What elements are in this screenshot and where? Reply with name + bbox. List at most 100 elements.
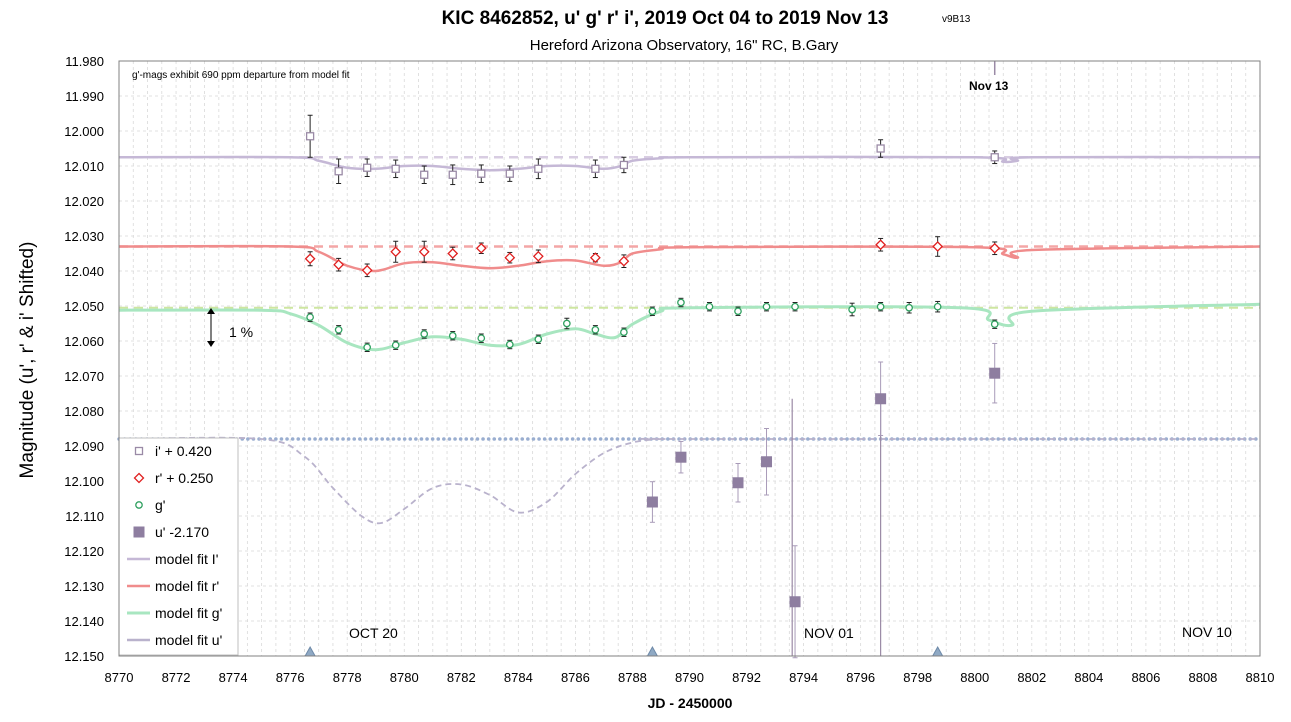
data-point bbox=[390, 246, 402, 258]
model-curve bbox=[118, 155, 1261, 172]
data-point bbox=[391, 341, 400, 350]
data-point bbox=[646, 496, 658, 508]
model-curves bbox=[118, 155, 1261, 525]
scale-bar-label: 1 % bbox=[229, 324, 253, 340]
data-point bbox=[591, 164, 600, 173]
data-point bbox=[990, 153, 999, 162]
data-point bbox=[562, 319, 571, 328]
data-point bbox=[619, 160, 629, 170]
y-axis-label: Magnitude (u', r' & i' Shifted) bbox=[17, 242, 38, 479]
data-point bbox=[534, 335, 543, 344]
nov13-label: Nov 13 bbox=[969, 79, 1009, 93]
legend-label: u' -2.170 bbox=[155, 524, 209, 540]
y-tick-label: 12.150 bbox=[64, 649, 104, 664]
y-tick-label: 12.070 bbox=[64, 369, 104, 384]
x-tick-label: 8800 bbox=[960, 670, 989, 685]
data-point bbox=[591, 325, 600, 334]
data-point bbox=[448, 170, 457, 179]
legend-label: model fit r' bbox=[155, 578, 219, 594]
x-tick-label: 8776 bbox=[276, 670, 305, 685]
legend-swatch bbox=[135, 501, 143, 509]
data-point bbox=[762, 302, 771, 311]
data-point bbox=[989, 242, 1001, 254]
data-point bbox=[675, 451, 687, 463]
legend-label: i' + 0.420 bbox=[155, 443, 212, 459]
data-point bbox=[304, 253, 316, 265]
data-point bbox=[306, 313, 314, 322]
data-point bbox=[618, 255, 630, 267]
data-point bbox=[420, 330, 429, 338]
triangle-marker bbox=[646, 645, 659, 657]
data-point bbox=[875, 393, 887, 405]
data-point bbox=[677, 298, 685, 307]
x-axis-label: JD - 2450000 bbox=[648, 695, 733, 711]
data-point bbox=[932, 241, 944, 252]
data-point bbox=[791, 302, 799, 311]
data-point bbox=[477, 334, 486, 343]
x-tick-label: 8792 bbox=[732, 670, 761, 685]
y-tick-label: 12.090 bbox=[64, 439, 104, 454]
data-point bbox=[334, 325, 343, 334]
data-point bbox=[391, 164, 400, 173]
chart-version: v9B13 bbox=[942, 14, 971, 25]
x-tick-label: 8774 bbox=[219, 670, 248, 685]
plot-area-border bbox=[118, 60, 1261, 657]
legend: i' + 0.420 r' + 0.250 g' u' -2.170 model fit… bbox=[118, 437, 239, 656]
data-point bbox=[420, 170, 429, 179]
data-point bbox=[990, 320, 999, 329]
data-point bbox=[475, 242, 487, 254]
y-tick-label: 12.010 bbox=[64, 159, 104, 174]
x-tick-label: 8798 bbox=[903, 670, 932, 685]
data-point bbox=[876, 144, 885, 153]
model-curve bbox=[118, 244, 1261, 273]
chart-subtitle: Hereford Arizona Observatory, 16" RC, B.… bbox=[530, 37, 839, 54]
y-tick-label: 12.040 bbox=[64, 264, 104, 279]
x-tick-label: 8778 bbox=[333, 670, 362, 685]
data-point bbox=[505, 340, 514, 349]
legend-swatch bbox=[133, 526, 145, 538]
data-point bbox=[534, 164, 543, 173]
data-point bbox=[848, 305, 856, 314]
x-tick-label: 8794 bbox=[789, 670, 818, 685]
data-point bbox=[876, 302, 885, 311]
data-point bbox=[447, 248, 459, 259]
y-tick-label: 12.000 bbox=[64, 124, 104, 139]
legend-label: model fit u' bbox=[155, 632, 222, 648]
data-point bbox=[418, 246, 430, 258]
y-tick-label: 11.980 bbox=[65, 54, 104, 69]
x-tick-label: 8796 bbox=[846, 670, 875, 685]
data-point bbox=[989, 367, 1001, 379]
x-tick-label: 8782 bbox=[447, 670, 476, 685]
model-curve bbox=[118, 302, 1261, 352]
scale-bar-arrow bbox=[207, 308, 215, 347]
data-point bbox=[361, 264, 373, 276]
x-tick-label: 8804 bbox=[1074, 670, 1103, 685]
triangle-markers bbox=[304, 645, 944, 657]
data-point bbox=[477, 169, 486, 178]
data-point bbox=[732, 477, 744, 489]
legend-label: g' bbox=[155, 497, 165, 513]
y-tick-label: 12.130 bbox=[64, 579, 104, 594]
legend-label: model fit g' bbox=[155, 605, 222, 621]
chart-title: KIC 8462852, u' g' r' i', 2019 Oct 04 to… bbox=[442, 8, 889, 29]
data-point bbox=[334, 167, 343, 176]
model-curve bbox=[118, 436, 1260, 525]
data-point bbox=[875, 239, 887, 251]
data-points bbox=[304, 114, 1001, 659]
vertical-lines bbox=[791, 61, 996, 656]
y-tick-label: 12.140 bbox=[64, 614, 104, 629]
y-tick-label: 12.100 bbox=[64, 474, 104, 489]
data-point bbox=[705, 302, 714, 311]
x-tick-label: 8770 bbox=[105, 670, 134, 685]
x-tick-label: 8808 bbox=[1188, 670, 1217, 685]
note-annotation: g'-mags exhibit 690 ppm departure from m… bbox=[132, 70, 350, 81]
y-tick-label: 12.060 bbox=[64, 334, 104, 349]
data-point bbox=[363, 163, 372, 172]
y-tick-label: 12.030 bbox=[64, 229, 104, 244]
legend-label: r' + 0.250 bbox=[155, 470, 214, 486]
data-point bbox=[505, 169, 514, 178]
month-label-nov01: NOV 01 bbox=[804, 625, 854, 641]
data-point bbox=[648, 307, 657, 316]
legend-swatch bbox=[134, 446, 144, 456]
